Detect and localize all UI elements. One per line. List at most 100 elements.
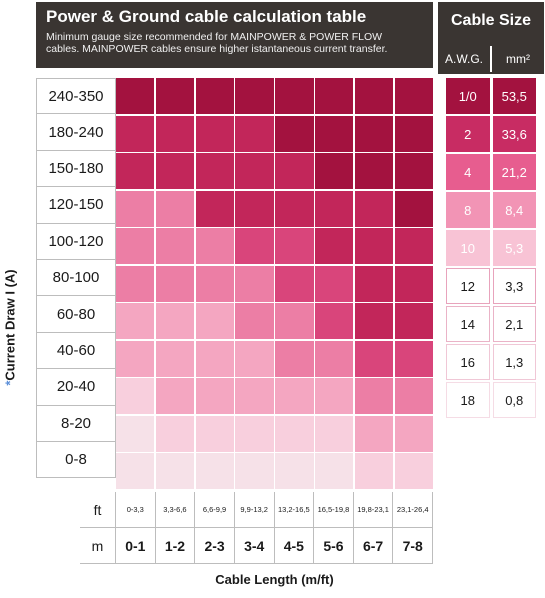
legend-awg: 16 [446,344,490,380]
cable-size-header: Cable Size A.W.G. mm² [438,2,544,74]
grid-cell [315,415,354,452]
current-range-label: 100-120 [36,223,116,260]
grid-cell [235,190,274,227]
grid-cell [394,340,433,377]
grid-cell [315,228,354,264]
current-range-label: 20-40 [36,369,116,406]
length-ft-row: ft 0-3,3 3,3-6,6 6,6-9,9 9,9-13,2 13,2-16,5 1… [80,492,433,528]
grid-cell [235,153,274,189]
grid-cell [155,453,195,489]
grid-cell [116,265,155,302]
grid-cell [354,115,394,152]
grid-cell [275,340,314,377]
grid-cell [275,303,314,339]
x-axis-label: Cable Length (m/ft) [215,572,334,587]
grid-cell [275,190,314,227]
grid-cell [235,415,274,452]
length-table: ft 0-3,3 3,3-6,6 6,6-9,9 9,9-13,2 13,2-16,5 1… [80,492,433,564]
grid-cell [116,415,155,452]
grid-cell [116,378,155,414]
subtitle-line-2: cables. MAINPOWER cables ensure higher i… [46,43,388,55]
legend-mm2: 5,3 [492,230,536,266]
grid-cell [354,378,394,414]
legend-mm2: 53,5 [492,78,536,114]
grid-cell [195,228,234,264]
current-range-label: 240-350 [36,78,116,115]
grid-cell [354,190,394,227]
length-ft-value: 3,3-6,6 [156,492,196,527]
legend-awg: 10 [446,230,490,266]
current-range-label: 150-180 [36,150,116,188]
cable-size-title: Cable Size [450,12,532,29]
length-ft-value: 19,8-23,1 [354,492,394,527]
grid-cell [235,453,274,489]
length-ft-value: 23,1-26,4 [393,492,433,527]
grid-cell [235,78,274,114]
grid-cell [394,153,433,189]
grid-cell [394,115,433,152]
grid-cell [315,153,354,189]
legend-row: 12 3,3 [446,268,536,304]
grid-cell [235,340,274,377]
grid-cell [195,115,234,152]
length-ft-value: 16,5-19,8 [314,492,354,527]
mm2-column-header: mm² [506,52,530,66]
legend-awg: 2 [446,116,490,152]
length-m-value: 5-6 [314,528,354,563]
legend-awg: 1/0 [446,78,490,114]
cable-size-columns: A.W.G. mm² [438,46,544,72]
legend-row: 10 5,3 [446,230,536,266]
grid-cell [155,265,195,302]
grid-cell [275,378,314,414]
grid-cell [315,265,354,302]
legend-awg: 4 [446,154,490,190]
legend-row: 16 1,3 [446,344,536,380]
grid-cell [195,190,234,227]
gauge-grid [116,78,433,489]
length-m-value: 7-8 [393,528,433,563]
legend-awg: 14 [446,306,490,342]
length-ft-value: 6,6-9,9 [195,492,235,527]
current-range-label: 80-100 [36,259,116,297]
grid-cell [155,228,195,264]
legend-row: 2 33,6 [446,116,536,152]
grid-cell [195,265,234,302]
length-m-value: 1-2 [156,528,196,563]
length-ft-value: 9,9-13,2 [235,492,275,527]
length-m-value: 0-1 [116,528,156,563]
legend-row: 14 2,1 [446,306,536,342]
legend-mm2: 3,3 [492,268,536,304]
legend-mm2: 1,3 [492,344,536,380]
current-range-labels: 240-350 180-240 150-180 120-150 100-120 80-10… [36,78,116,479]
current-range-label: 60-80 [36,296,116,333]
grid-cell [155,115,195,152]
grid-cell [235,228,274,264]
length-m-value: 6-7 [354,528,394,563]
legend-mm2: 33,6 [492,116,536,152]
length-ft-value: 13,2-16,5 [275,492,315,527]
current-range-label: 180-240 [36,114,116,151]
legend-row: 1/0 53,5 [446,78,536,114]
grid-cell [155,415,195,452]
y-axis: *Current Draw I (A) [2,230,20,430]
grid-cell [155,340,195,377]
grid-cell [195,340,234,377]
grid-cell [155,190,195,227]
grid-cell [155,378,195,414]
length-m-value: 4-5 [275,528,315,563]
y-axis-label-text: Current Draw I (A) [2,269,18,381]
grid-cell [275,265,314,302]
legend-mm2: 21,2 [492,154,536,190]
grid-cell [275,453,314,489]
grid-cell [235,378,274,414]
grid-cell [235,303,274,339]
grid-cell [394,303,433,339]
legend-mm2: 8,4 [492,192,536,228]
page-title: Power & Ground cable calculation table [46,7,367,26]
legend-awg: 12 [446,268,490,304]
grid-cell [315,190,354,227]
grid-cell [195,78,234,114]
grid-cell [394,415,433,452]
grid-cell [315,453,354,489]
current-range-label: 0-8 [36,441,116,479]
